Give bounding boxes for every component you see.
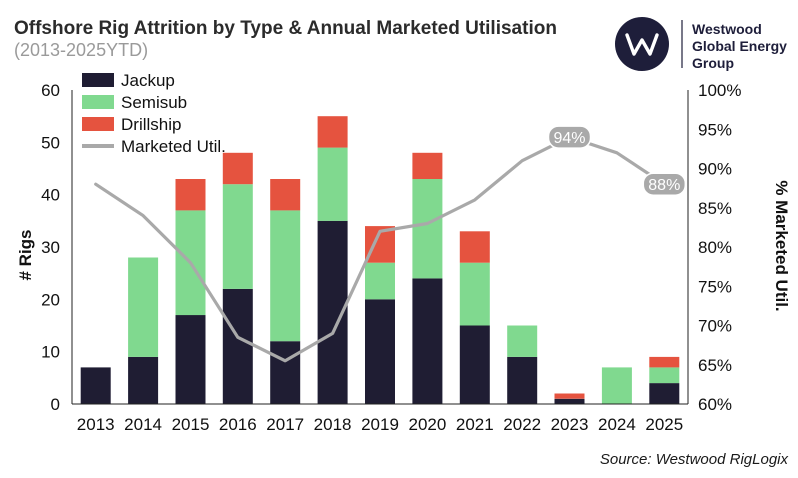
bar-drillship-2016 [222,152,253,185]
bar-semisub-2021 [459,262,490,326]
bar-semisub-2020 [412,179,443,279]
legend-swatch-drillship [82,117,114,131]
x-tick-label: 2017 [266,415,304,434]
bar-jackup-2017 [270,341,301,404]
logo-line-3: Group [692,55,734,71]
x-tick-label: 2018 [314,415,352,434]
y-tick-label: 30 [41,238,60,257]
y-tick-label: 50 [41,133,60,152]
x-tick-label: 2020 [408,415,446,434]
left-tick-labels: 0 10 20 30 40 50 60 [41,81,60,414]
w-glyph-icon [625,33,659,56]
callout-label-2023: 94% [553,130,585,147]
x-tick-label: 2021 [456,415,494,434]
legend-label-semisub: Semisub [121,93,187,112]
legend-label-util: Marketed Util. [121,137,226,156]
chart-subtitle: (2013-2025YTD) [14,40,148,60]
x-tick-label: 2022 [503,415,541,434]
bar-semisub-2014 [128,257,159,357]
bar-jackup-2019 [365,299,395,404]
bar-jackup-2013 [80,367,111,404]
x-tick-labels: 2013 2014 2015 2016 2017 2018 2019 2020 2021 2022… [77,415,683,434]
y-right-tick-label: 65% [698,356,732,375]
bar-semisub-2025 [649,367,680,384]
right-tick-labels: 60% 65% 70% 75% 80% 85% 90% 95% 100% [698,81,741,414]
westwood-logo-icon [615,17,669,71]
bar-semisub-2024 [601,367,632,404]
bar-semisub-2017 [270,210,301,342]
legend: Jackup Semisub Drillship Marketed Util. [82,71,226,156]
bar-jackup-2021 [459,325,490,404]
bar-jackup-2025 [649,383,680,404]
callouts-layer: 94% 88% [547,125,687,196]
y-right-tick-label: 100% [698,81,741,100]
bar-jackup-2014 [128,356,159,404]
callout-badge-2025 [642,172,687,196]
x-tick-label: 2024 [598,415,636,434]
logo-line-2: Global Energy [692,38,787,54]
y-right-tick-label: 85% [698,199,732,218]
bars-layer [80,116,680,404]
bar-semisub-2019 [365,262,395,300]
x-tick-label: 2013 [77,415,115,434]
callout-label-2025: 88% [648,177,680,194]
bar-drillship-2021 [459,231,490,263]
bar-drillship-2017 [270,179,301,211]
bar-drillship-2023 [554,393,585,399]
y-tick-label: 10 [41,343,60,362]
x-tick-label: 2016 [219,415,257,434]
y-axis-label: # Rigs [16,229,35,280]
y-right-tick-label: 60% [698,395,732,414]
y-right-tick-label: 75% [698,277,732,296]
y-axis-right-label: % Marketed Util. [772,180,791,311]
y-tick-label: 60 [41,81,60,100]
westwood-logo: Westwood Global Energy Group [615,17,787,71]
bar-drillship-2020 [412,152,443,179]
chart-title: Offshore Rig Attrition by Type & Annual … [14,18,557,39]
bar-jackup-2015 [175,315,206,404]
legend-swatch-semisub [82,95,114,109]
y-right-tick-label: 70% [698,317,732,336]
axes-layer [71,90,689,405]
bar-jackup-2020 [412,278,443,404]
y-right-tick-label: 95% [698,120,732,139]
bar-semisub-2022 [507,325,538,357]
y-right-tick-label: 80% [698,238,732,257]
callout-badge-2023 [547,125,592,149]
bar-drillship-2025 [649,356,680,368]
legend-label-drillship: Drillship [121,115,181,134]
y-tick-label: 40 [41,186,60,205]
y-right-tick-label: 90% [698,160,732,179]
bar-jackup-2016 [222,288,253,404]
logo-line-1: Westwood [692,21,762,37]
x-tick-label: 2014 [124,415,162,434]
y-tick-label: 0 [51,395,60,414]
source-note: Source: Westwood RigLogix [600,451,789,468]
legend-label-jackup: Jackup [121,71,175,90]
x-tick-label: 2019 [361,415,399,434]
bar-drillship-2018 [317,116,348,148]
bar-drillship-2015 [175,179,206,211]
bar-jackup-2022 [507,356,538,404]
bar-semisub-2018 [317,147,348,221]
bar-semisub-2016 [222,184,253,289]
x-tick-label: 2023 [551,415,589,434]
legend-swatch-jackup [82,73,114,87]
x-tick-label: 2015 [172,415,210,434]
bar-jackup-2023 [554,398,585,404]
y-tick-label: 20 [41,290,60,309]
x-tick-label: 2025 [645,415,683,434]
